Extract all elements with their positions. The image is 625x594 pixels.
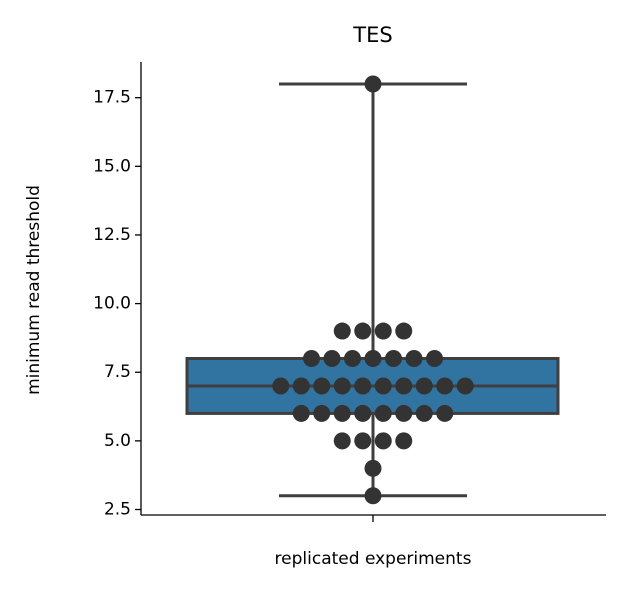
point <box>292 404 310 422</box>
point <box>456 377 474 395</box>
point <box>436 377 454 395</box>
chart-title: TES <box>352 23 392 47</box>
point <box>364 350 382 368</box>
point <box>385 350 402 368</box>
point <box>333 322 351 340</box>
point <box>436 404 454 422</box>
point <box>303 350 320 368</box>
x-axis-label: replicated experiments <box>275 549 472 569</box>
point <box>395 377 413 395</box>
point <box>272 377 290 395</box>
point <box>374 404 392 422</box>
point <box>333 432 351 450</box>
point <box>333 377 351 395</box>
point <box>364 487 382 505</box>
point <box>374 432 392 450</box>
point <box>395 322 413 340</box>
y-tick-label: 5.0 <box>104 431 131 451</box>
point <box>313 404 331 422</box>
point <box>323 350 341 368</box>
point <box>344 350 361 368</box>
y-tick-label: 10.0 <box>93 294 131 314</box>
point <box>354 432 372 450</box>
point <box>364 75 382 93</box>
point <box>374 322 392 340</box>
point <box>374 377 392 395</box>
point <box>292 377 310 395</box>
point <box>333 404 351 422</box>
point <box>354 322 372 340</box>
y-tick-label: 2.5 <box>104 500 131 520</box>
y-tick-label: 7.5 <box>104 362 131 382</box>
point <box>395 432 413 450</box>
point <box>415 404 433 422</box>
point <box>313 377 331 395</box>
y-tick-label: 17.5 <box>93 88 131 108</box>
point <box>354 377 372 395</box>
y-tick-label: 12.5 <box>93 225 131 245</box>
point <box>395 404 413 422</box>
point <box>405 350 423 368</box>
point <box>354 404 372 422</box>
y-axis-label: minimum read threshold <box>24 185 44 395</box>
y-tick-label: 15.0 <box>93 156 131 176</box>
point <box>364 459 382 477</box>
point <box>415 377 433 395</box>
point <box>426 350 443 368</box>
